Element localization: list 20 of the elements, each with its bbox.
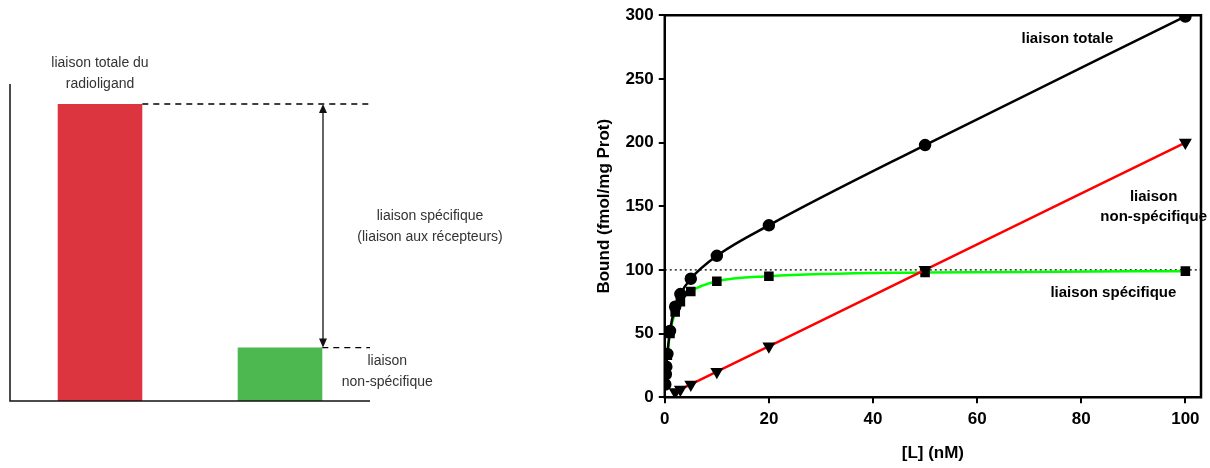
x-tick-label: 60 — [967, 409, 987, 429]
y-tick-label: 50 — [634, 323, 654, 343]
y-tick-label: 200 — [625, 132, 654, 152]
series-label: liaison totale — [1021, 28, 1114, 46]
annotation: liaison spécifique (liaison aux récepteurs) — [357, 206, 503, 244]
y-tick-label: 0 — [644, 386, 654, 406]
y-tick-label: 250 — [625, 68, 654, 88]
x-tick-label: 20 — [759, 409, 779, 429]
y-tick-label: 300 — [625, 4, 654, 24]
annotation: liaison non-spécifique — [341, 352, 434, 390]
x-tick-label: 100 — [1171, 409, 1200, 429]
y-tick-label: 150 — [625, 195, 654, 215]
x-tick-label: 80 — [1071, 409, 1091, 429]
series-label: liaison spécifique — [1050, 283, 1177, 301]
x-tick-label: 0 — [660, 409, 670, 429]
x-axis-title: [L] (nM) — [901, 443, 965, 463]
text: liaison totale du radioligand — [51, 53, 149, 91]
y-axis-title: Bound (fmol/mg Prot) — [593, 118, 613, 294]
y-tick-label: 100 — [625, 259, 654, 279]
x-tick-label: 40 — [863, 409, 883, 429]
